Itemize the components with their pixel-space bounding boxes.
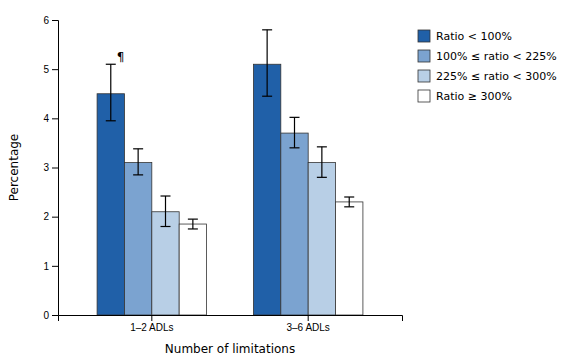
y-tick-mark — [52, 69, 58, 70]
x-axis-line — [59, 316, 403, 322]
error-bar-line — [267, 30, 268, 96]
series — [97, 30, 281, 315]
error-bar-cap — [106, 64, 116, 65]
error-bar — [344, 197, 354, 207]
error-bar-line — [165, 196, 166, 226]
bar — [97, 94, 124, 315]
x-tick: 1–2 ADLs — [130, 315, 173, 333]
y-tick-label: 2 — [43, 211, 49, 222]
bar — [179, 224, 206, 315]
legend-label: Ratio < 100% — [436, 30, 512, 43]
legend-item: Ratio < 100% — [418, 30, 512, 43]
x-tick-label: 3–6 ADLs — [286, 322, 329, 333]
x-tick-mark — [308, 315, 309, 321]
x-tick: 3–6 ADLs — [286, 315, 329, 333]
y-axis-title: Percentage — [7, 134, 21, 202]
error-bar-cap — [344, 196, 354, 197]
error-bar — [161, 196, 171, 226]
error-bar — [106, 64, 116, 121]
error-bar-cap — [161, 226, 171, 227]
error-bar — [290, 117, 300, 147]
error-bar-line — [294, 117, 295, 147]
error-bar-line — [138, 149, 139, 175]
error-bar-cap — [188, 219, 198, 220]
error-bar-line — [349, 197, 350, 207]
x-axis-title: Number of limitations — [165, 342, 295, 356]
chart: 0 1 2 3 4 5 6 1–2 ADLs 3–6 ADLs ¶ Number of limita… — [0, 0, 567, 363]
legend-swatch — [418, 30, 430, 42]
y-tick-label: 5 — [43, 64, 49, 75]
legend-item: 100% ≤ ratio < 225% — [418, 50, 557, 63]
y-tick-label: 1 — [43, 261, 49, 272]
bar — [308, 163, 335, 315]
y-tick-mark — [52, 266, 58, 267]
marks — [97, 30, 363, 315]
bar — [124, 163, 151, 315]
y-tick-mark — [52, 118, 58, 119]
series — [124, 117, 308, 315]
series — [152, 147, 336, 315]
y-tick: 5 — [43, 64, 58, 75]
x-tick-label: 1–2 ADLs — [130, 322, 173, 333]
error-bar-line — [321, 147, 322, 177]
legend-swatch — [418, 70, 430, 82]
y-tick: 2 — [43, 211, 58, 222]
error-bar-cap — [344, 206, 354, 207]
error-bar-cap — [262, 96, 272, 97]
error-bar — [133, 149, 143, 175]
y-tick-label: 4 — [43, 113, 49, 124]
y-tick: 6 — [43, 15, 58, 26]
y-tick-mark — [52, 217, 58, 218]
legend-label: 225% ≤ ratio < 300% — [436, 70, 557, 83]
y-tick-label: 3 — [43, 162, 49, 173]
error-bar-cap — [106, 120, 116, 121]
legend-swatch — [418, 90, 430, 102]
y-tick-mark — [52, 315, 58, 316]
bar — [152, 212, 179, 315]
legend-label: Ratio ≥ 300% — [436, 90, 512, 103]
error-bar-cap — [317, 146, 327, 147]
error-bar-cap — [133, 174, 143, 175]
error-bar — [188, 219, 198, 229]
annotation: ¶ — [117, 50, 125, 64]
legend-label: 100% ≤ ratio < 225% — [436, 50, 557, 63]
y-tick: 3 — [43, 162, 58, 173]
y-axis: 0 1 2 3 4 5 6 — [43, 15, 58, 321]
error-bar-cap — [133, 148, 143, 149]
error-bar-line — [192, 219, 193, 229]
error-bar-cap — [290, 117, 300, 118]
y-tick-mark — [52, 20, 58, 21]
error-bar — [317, 147, 327, 177]
bar — [336, 202, 363, 315]
x-axis: 1–2 ADLs 3–6 ADLs — [59, 315, 403, 333]
legend-item: 225% ≤ ratio < 300% — [418, 70, 557, 83]
y-tick: 0 — [43, 310, 58, 321]
bar — [281, 133, 308, 315]
y-axis-line — [52, 21, 59, 316]
error-bar-cap — [290, 147, 300, 148]
series — [179, 197, 363, 315]
bar — [253, 64, 280, 315]
legend: Ratio < 100% 100% ≤ ratio < 225% 225% ≤ ra… — [418, 30, 557, 103]
y-tick: 4 — [43, 113, 58, 124]
error-bar-line — [110, 64, 111, 121]
y-tick: 1 — [43, 261, 58, 272]
legend-item: Ratio ≥ 300% — [418, 90, 512, 103]
error-bar-cap — [262, 29, 272, 30]
legend-swatch — [418, 50, 430, 62]
error-bar-cap — [188, 228, 198, 229]
x-tick-mark — [151, 315, 152, 321]
error-bar-cap — [161, 195, 171, 196]
plot: 0 1 2 3 4 5 6 1–2 ADLs 3–6 ADLs ¶ Number of limita… — [7, 15, 403, 356]
y-tick-label: 6 — [43, 15, 49, 26]
y-tick-label: 0 — [43, 310, 49, 321]
error-bar-cap — [317, 177, 327, 178]
error-bar — [262, 30, 272, 96]
y-tick-mark — [52, 168, 58, 169]
